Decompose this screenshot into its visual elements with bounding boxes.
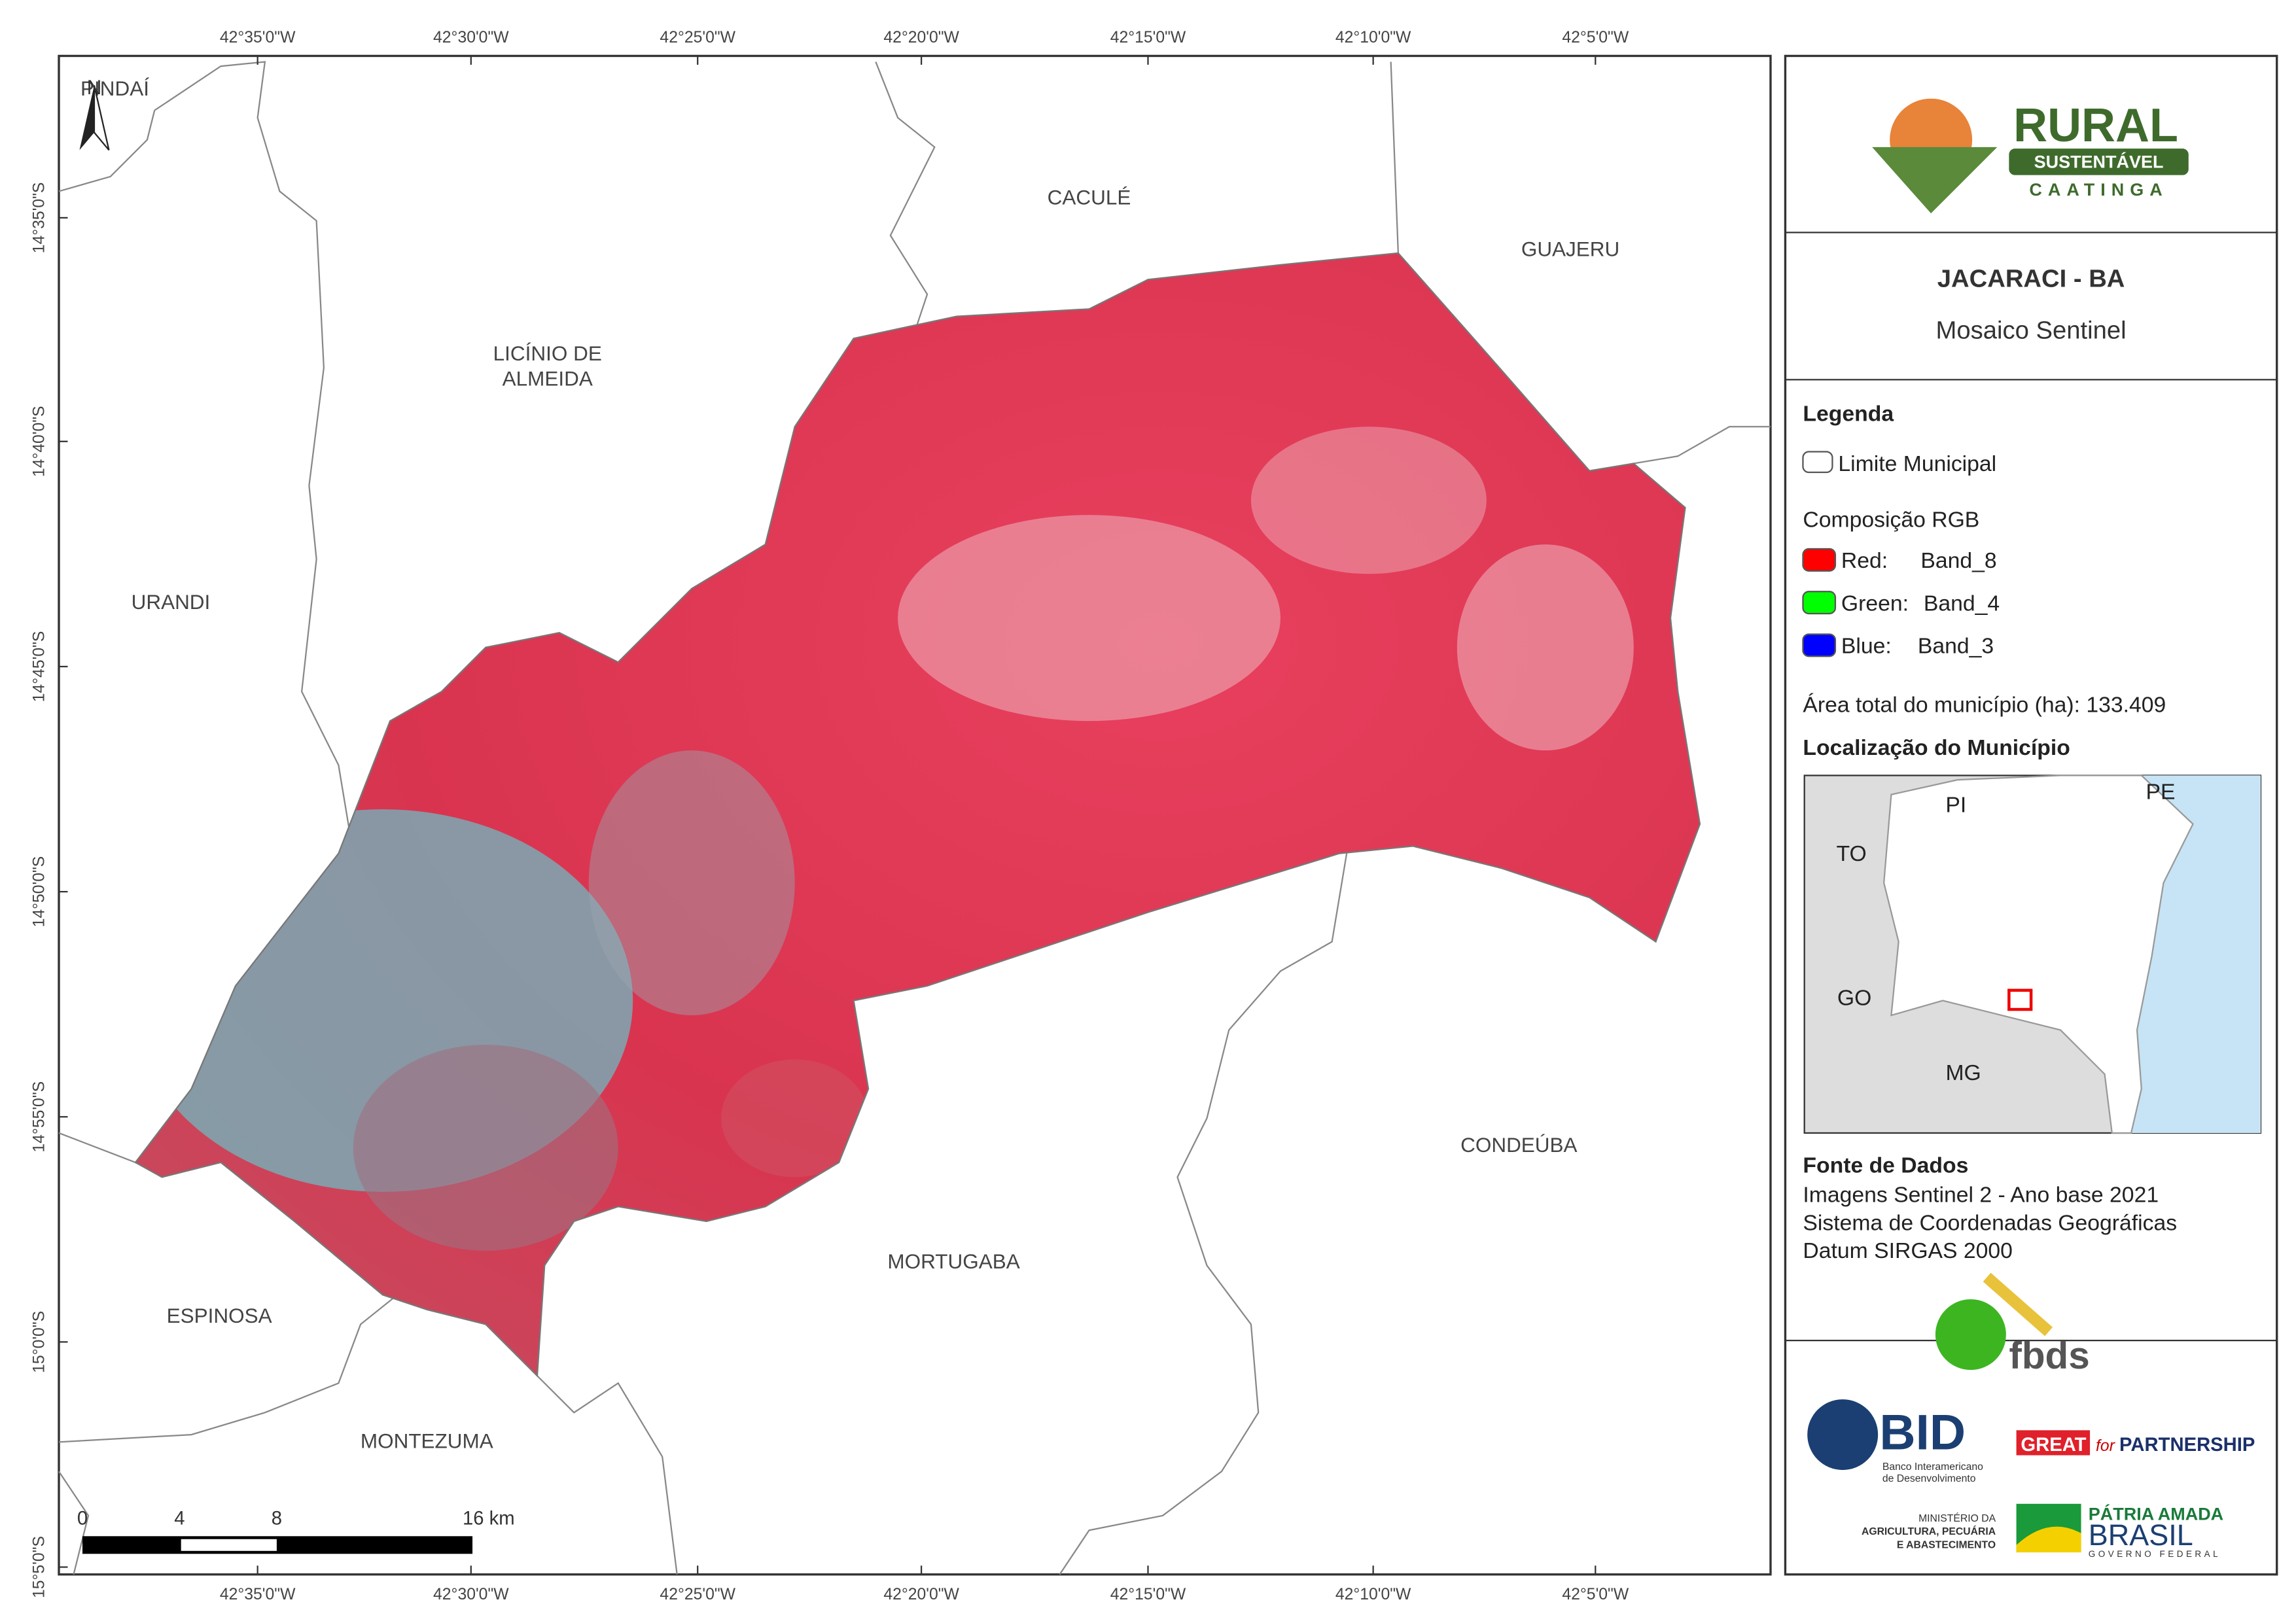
inset-label: PE <box>2146 779 2176 804</box>
place-label: MORTUGABA <box>887 1249 1019 1273</box>
longitude-label: 42°35'0"W <box>220 1586 296 1603</box>
logo-text: RURAL <box>2013 99 2178 152</box>
place-label: ALMEIDA <box>503 366 593 390</box>
place-label: GUAJERU <box>1521 237 1619 260</box>
longitude-label: 42°30'0"W <box>433 29 509 46</box>
inset-map: PI PE TO GO MG <box>1803 775 2262 1134</box>
scale-label: 0 <box>77 1508 88 1529</box>
legend-label: Band_4 <box>1924 591 2000 616</box>
legend-label: Limite Municipal <box>1838 451 1996 476</box>
legend-swatch <box>1802 633 1837 657</box>
scale-label: 8 <box>272 1508 282 1529</box>
scale-bar: 0 4 8 16 km <box>77 1508 515 1554</box>
longitude-label: 42°30'0"W <box>433 1586 509 1603</box>
inset-label: TO <box>1837 841 1867 866</box>
legend-swatch <box>1802 548 1837 572</box>
logo-text: CAATINGA <box>2029 180 2168 200</box>
place-label: URANDI <box>132 590 211 614</box>
longitude-label: 42°10'0"W <box>1335 1586 1411 1603</box>
longitude-label: 42°10'0"W <box>1335 29 1411 46</box>
place-label: MONTEZUMA <box>361 1429 493 1452</box>
place-label: LICÍNIO DE <box>493 341 602 365</box>
legend-label: Blue: <box>1841 634 1892 659</box>
north-label: N <box>87 75 102 99</box>
latitude-label: 15°0'0"S <box>31 1311 48 1373</box>
logo-text: PÁTRIA AMADA <box>2089 1504 2223 1524</box>
logo-text: GREAT <box>2021 1435 2086 1456</box>
legend-label: Band_3 <box>1918 634 1994 659</box>
place-label: CONDEÚBA <box>1460 1133 1577 1157</box>
logos: fbds BID Banco Interamericano de Desenvo… <box>1807 1272 2255 1559</box>
longitude-label: 42°20'0"W <box>883 1586 959 1603</box>
sources-line: Sistema de Coordenadas Geográficas <box>1803 1210 2177 1235</box>
logo-text: E ABASTECIMENTO <box>1897 1539 1996 1550</box>
place-label: CACULÉ <box>1048 186 1131 209</box>
longitude-label: 42°25'0"W <box>660 29 735 46</box>
location-title: Localização do Município <box>1803 735 2070 760</box>
logo-text: BID <box>1879 1405 1966 1461</box>
logo-text: GOVERNO FEDERAL <box>2089 1549 2221 1559</box>
scale-label: 16 km <box>463 1508 515 1529</box>
north-arrow: N <box>79 75 110 151</box>
logo-text: PARTNERSHIP <box>2119 1435 2255 1456</box>
legend-title: Legenda <box>1803 401 1894 426</box>
sources-title: Fonte de Dados <box>1803 1153 1968 1178</box>
latitude-label: 14°50'0"S <box>31 856 48 928</box>
logo-text: for <box>2096 1437 2116 1455</box>
sources-line: Datum SIRGAS 2000 <box>1803 1238 2012 1263</box>
longitude-label: 42°5'0"W <box>1562 1586 1629 1603</box>
longitude-label: 42°5'0"W <box>1562 29 1629 46</box>
latitude-label: 15°5'0"S <box>31 1536 48 1598</box>
logo-text: Banco Interamericano <box>1882 1461 1983 1473</box>
latitude-label: 14°40'0"S <box>31 406 48 477</box>
logo-text: SUSTENTÁVEL <box>2034 151 2164 171</box>
title: JACARACI - BA <box>1937 265 2125 293</box>
inset-label: GO <box>1837 985 1871 1010</box>
legend-label: Band_8 <box>1920 548 1996 573</box>
inset-label: PI <box>1945 793 1966 818</box>
longitude-label: 42°35'0"W <box>220 29 296 46</box>
longitude-label: 42°25'0"W <box>660 1586 735 1603</box>
subtitle: Mosaico Sentinel <box>1936 316 2127 344</box>
latitude-label: 14°35'0"S <box>31 183 48 254</box>
legend-swatch <box>1802 591 1837 615</box>
legend-label: Composição RGB <box>1803 507 1979 532</box>
sources-line: Imagens Sentinel 2 - Ano base 2021 <box>1803 1183 2159 1208</box>
longitude-label: 42°15'0"W <box>1110 29 1186 46</box>
area-text: Área total do município (ha): 133.409 <box>1803 693 2166 718</box>
logo-text: de Desenvolvimento <box>1882 1473 1976 1484</box>
legend-label: Green: <box>1841 591 1909 616</box>
inset-label: MG <box>1945 1060 1981 1085</box>
logo-text: MINISTÉRIO DA <box>1918 1512 1996 1524</box>
logo-text: BRASIL <box>2089 1518 2193 1552</box>
latitude-label: 14°55'0"S <box>31 1081 48 1153</box>
logo-text: AGRICULTURA, PECUÁRIA <box>1862 1525 1996 1537</box>
legend-swatch <box>1802 451 1833 474</box>
legend-label: Red: <box>1841 548 1888 573</box>
scale-label: 4 <box>174 1508 185 1529</box>
longitude-label: 42°20'0"W <box>883 29 959 46</box>
rural-logo: RURAL SUSTENTÁVEL CAATINGA <box>1872 98 2189 214</box>
latitude-label: 14°45'0"S <box>31 631 48 703</box>
place-label: ESPINOSA <box>167 1304 272 1327</box>
longitude-label: 42°15'0"W <box>1110 1586 1186 1603</box>
logo-text: fbds <box>2009 1335 2089 1377</box>
